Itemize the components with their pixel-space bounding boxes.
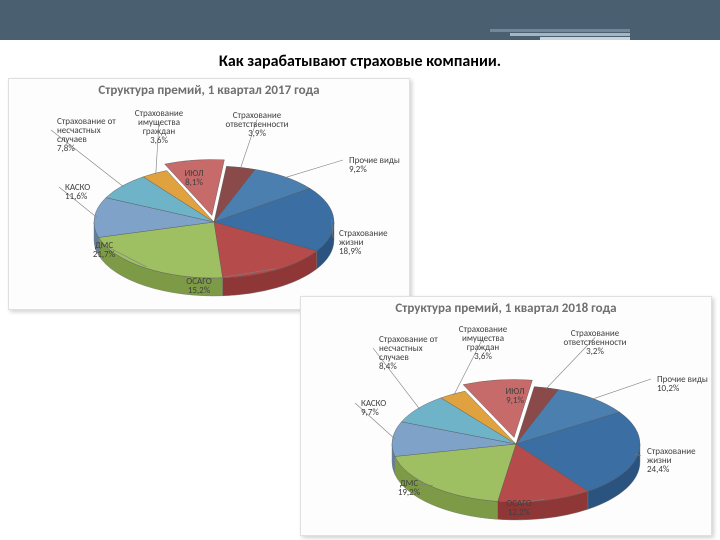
chart-card-2017: Структура премий, 1 квартал 2017 года Пр… [8, 78, 410, 310]
pie-chart-2017: Прочие виды9,2%Страхованиежизни18,9%ОСАГ… [9, 100, 409, 310]
chart-title-2017: Структура премий, 1 квартал 2017 года [9, 79, 409, 100]
label-dms-line1: 21,7% [93, 249, 116, 260]
label-neschast-line3: 7,8% [57, 143, 75, 154]
label-otvet-line2: 3,9% [248, 128, 266, 139]
chart-card-2018: Структура премий, 1 квартал 2018 года Пр… [300, 296, 712, 536]
label-imush-line3: 3,6% [150, 135, 168, 146]
leader-prochie [284, 160, 343, 178]
leader-prochie [591, 379, 651, 399]
slide-deco-lines [490, 29, 630, 41]
label-zhizn-line2: 18,9% [339, 246, 362, 257]
label-kasko-line1: 9,7% [361, 407, 379, 418]
label-kasko-line1: 11,6% [65, 191, 88, 202]
label-dms-line1: 19,2% [398, 487, 421, 498]
label-osago-line1: 15,2% [188, 285, 211, 296]
pie-chart-2018: Прочие виды10,2%Страхованиежизни24,4%ОСА… [301, 318, 711, 536]
label-otvet-line2: 3,2% [586, 346, 604, 357]
label-iul-line1: 8,1% [185, 177, 203, 188]
page-title: Как зарабатывают страховые компании. [0, 52, 720, 71]
label-neschast-line3: 8,4% [379, 361, 397, 372]
label-prochie-line1: 9,2% [349, 164, 367, 175]
chart-title-2018: Структура премий, 1 квартал 2018 года [301, 297, 711, 318]
label-zhizn-line2: 24,4% [647, 464, 670, 475]
label-prochie-line1: 10,2% [657, 383, 680, 394]
label-iul-line1: 9,1% [506, 395, 524, 406]
label-imush-line3: 3,6% [474, 351, 492, 362]
label-osago-line1: 12,2% [508, 507, 531, 518]
